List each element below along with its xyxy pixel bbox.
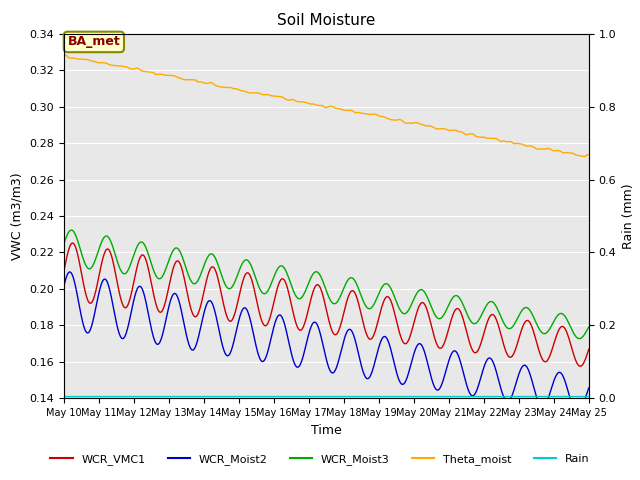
Title: Soil Moisture: Soil Moisture	[277, 13, 376, 28]
Y-axis label: VWC (m3/m3): VWC (m3/m3)	[11, 172, 24, 260]
X-axis label: Time: Time	[311, 424, 342, 437]
Legend: WCR_VMC1, WCR_Moist2, WCR_Moist3, Theta_moist, Rain: WCR_VMC1, WCR_Moist2, WCR_Moist3, Theta_…	[46, 450, 594, 469]
Y-axis label: Rain (mm): Rain (mm)	[622, 183, 635, 249]
Text: BA_met: BA_met	[67, 36, 120, 48]
